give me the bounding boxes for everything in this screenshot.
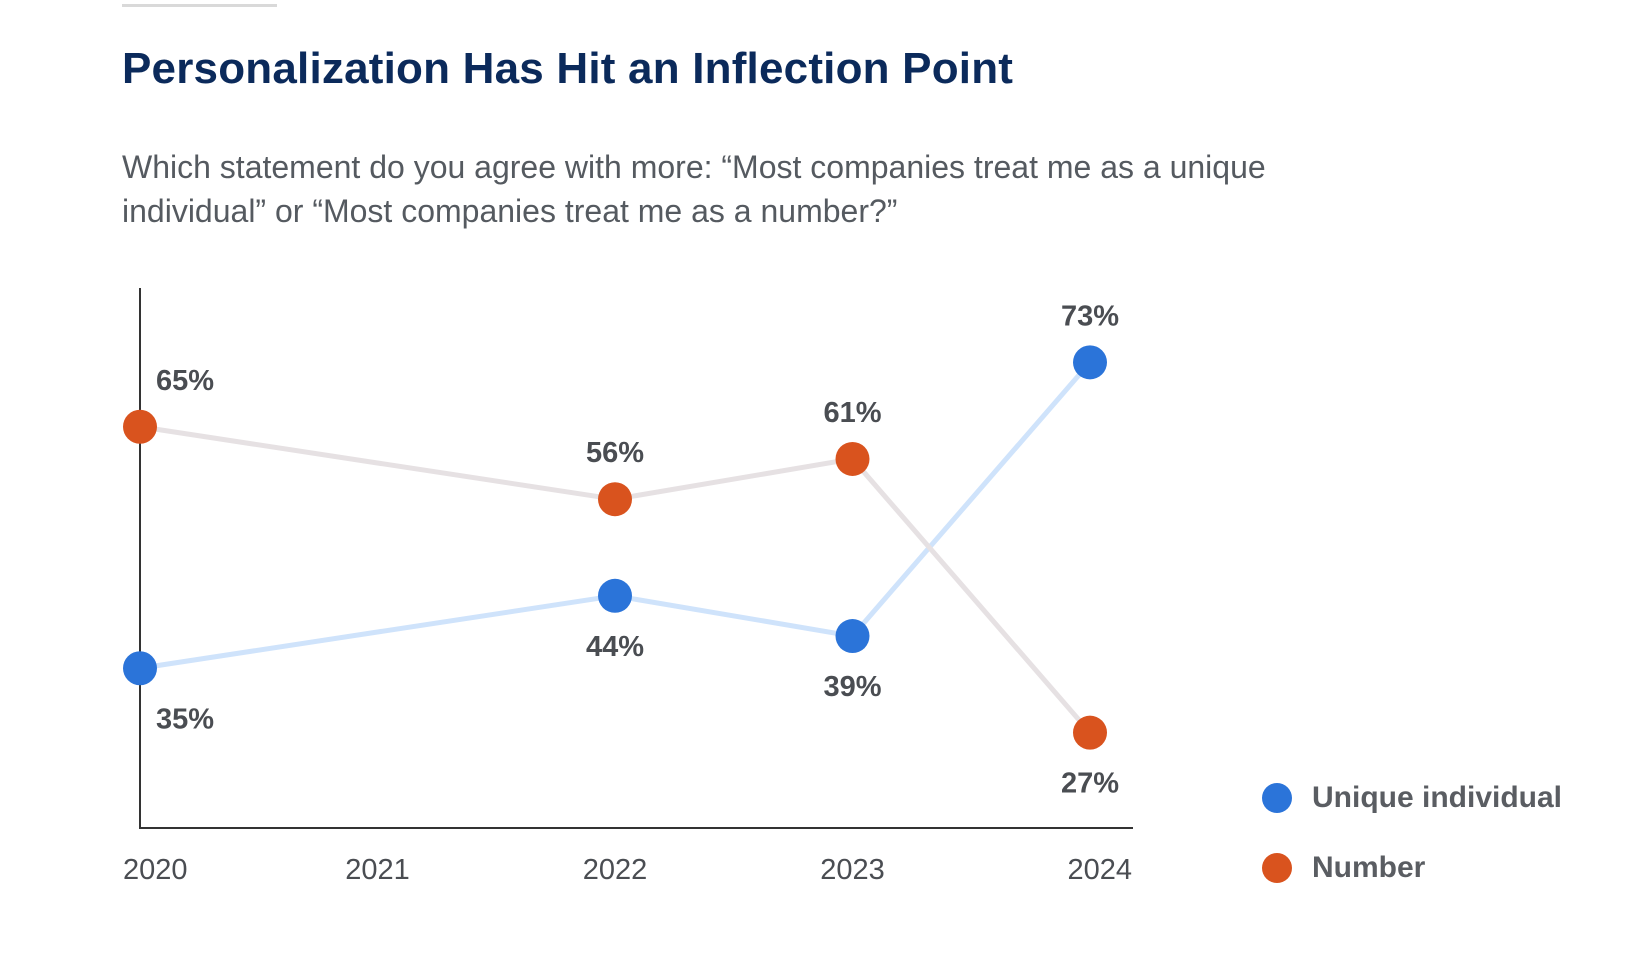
data-point-number-2020 [123, 409, 157, 444]
data-label-number-2022: 56% [586, 437, 644, 469]
data-label-number-2023: 61% [823, 397, 881, 429]
data-point-number-2023 [835, 441, 870, 476]
chart-legend: Unique individual Number [1262, 778, 1562, 918]
subtitle-line-1: Which statement do you agree with more: … [122, 149, 1266, 185]
data-label-unique-individual-2022: 44% [586, 631, 644, 663]
x-tick-label-2024: 2024 [1067, 854, 1132, 886]
chart-title: Personalization Has Hit an Inflection Po… [122, 44, 1014, 93]
legend-swatch-unique-individual [1262, 783, 1292, 813]
data-point-number-2024 [1073, 715, 1107, 750]
x-tick-label-2022: 2022 [583, 854, 648, 886]
x-tick-label-2021: 2021 [345, 854, 410, 886]
legend-item-unique-individual: Unique individual [1262, 778, 1562, 818]
data-point-unique-individual-2020 [123, 651, 157, 686]
data-label-unique-individual-2023: 39% [823, 671, 881, 703]
data-label-number-2024: 27% [1061, 768, 1119, 800]
series-line-unique-individual [139, 360, 1092, 671]
data-point-number-2022 [598, 482, 632, 517]
series-line-number [139, 424, 1092, 735]
data-point-unique-individual-2024 [1073, 345, 1107, 380]
top-divider [122, 4, 277, 7]
data-label-number-2020: 65% [156, 365, 214, 397]
legend-item-number: Number [1262, 848, 1562, 888]
data-point-unique-individual-2022 [598, 578, 632, 613]
data-point-unique-individual-2023 [835, 619, 870, 654]
data-label-unique-individual-2020: 35% [156, 703, 214, 735]
data-label-unique-individual-2024: 73% [1061, 300, 1119, 332]
legend-label-unique-individual: Unique individual [1312, 781, 1563, 814]
x-tick-label-2023: 2023 [820, 854, 885, 886]
legend-swatch-number [1262, 853, 1292, 883]
legend-label-number: Number [1312, 851, 1426, 884]
chart-subtitle: Which statement do you agree with more: … [122, 145, 1522, 233]
x-tick-label-2020: 2020 [123, 854, 188, 886]
subtitle-line-2: individual” or “Most companies treat me … [122, 193, 898, 229]
